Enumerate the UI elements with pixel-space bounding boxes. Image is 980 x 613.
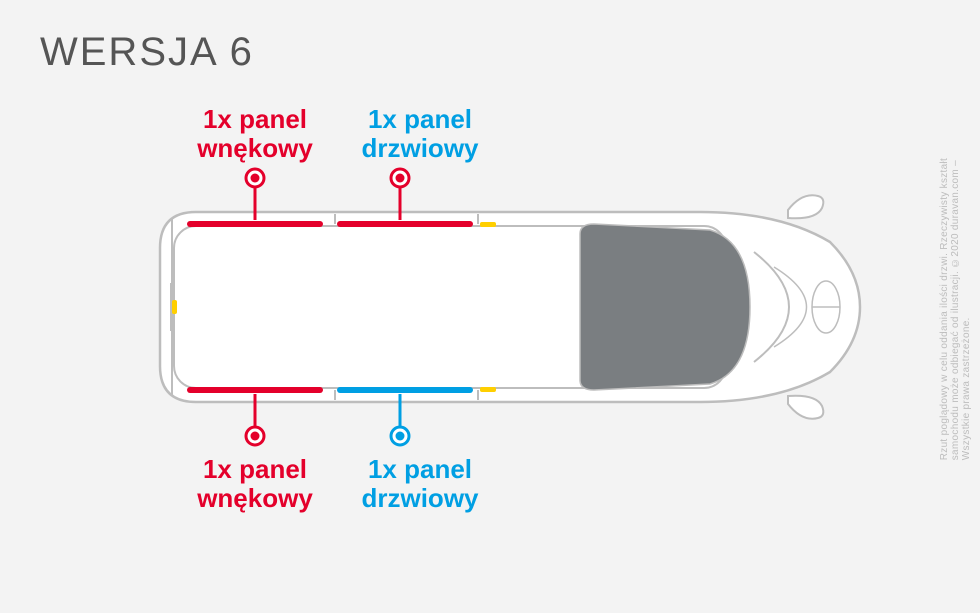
label-bot-right: 1x panel drzwiowy — [340, 455, 500, 512]
copyright-sidenote: Rzut poglądowy w celu oddania ilości drz… — [939, 153, 972, 460]
label-top-left: 1x panel wnękowy — [175, 105, 335, 162]
label-bot-left: 1x panel wnękowy — [175, 455, 335, 512]
van-diagram — [0, 0, 980, 613]
label-top-right: 1x panel drzwiowy — [340, 105, 500, 162]
